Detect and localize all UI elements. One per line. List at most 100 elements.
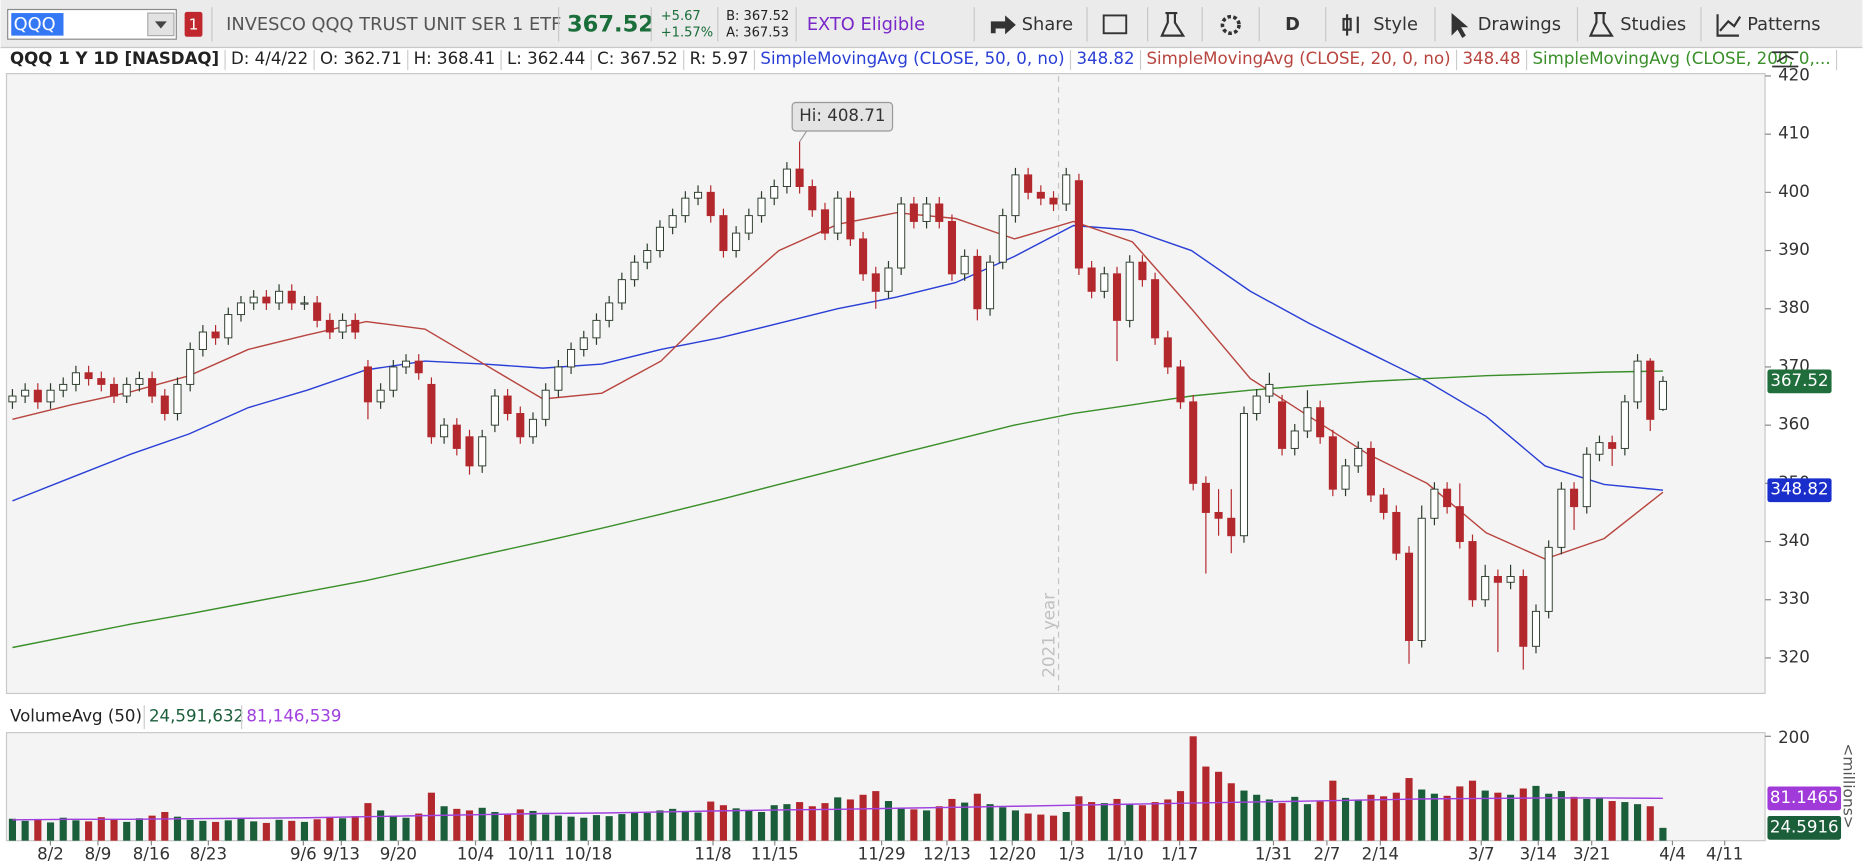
x-tick-label: 9/13 (323, 844, 360, 863)
candle-body (1531, 610, 1541, 647)
candle-body (1392, 511, 1401, 554)
volume-bar (732, 808, 740, 841)
volume-bar (1024, 813, 1032, 841)
volume-bar (1367, 794, 1375, 841)
studies-button[interactable]: Studies (1620, 14, 1686, 35)
candle-body (947, 220, 956, 275)
price-badge-label: 367.52 (1770, 371, 1828, 390)
candle-body (186, 349, 195, 385)
volume-badge (1767, 786, 1842, 811)
candle-body (1138, 261, 1147, 281)
candle-body (1595, 442, 1604, 455)
volume-bar (1011, 810, 1020, 841)
volume-header (6, 702, 339, 732)
candle-body (1303, 407, 1312, 432)
candle-body (973, 255, 982, 310)
volume-bar (618, 814, 626, 841)
candle-body (363, 366, 372, 403)
share-button[interactable]: Share (1022, 14, 1073, 35)
candle-body (440, 424, 449, 438)
volume-bar (338, 818, 347, 841)
drawings-button[interactable]: Drawings (1478, 14, 1561, 35)
x-tick-label: 3/14 (1520, 844, 1557, 863)
volume-bar (427, 792, 435, 841)
candle-body (313, 302, 322, 321)
candle-body (998, 215, 1007, 263)
candle-body (109, 383, 119, 397)
y-tick-label: 380 (1778, 298, 1810, 317)
patterns-button[interactable]: Patterns (1747, 14, 1820, 35)
volume-bar (884, 801, 893, 841)
period-button[interactable]: D (1285, 14, 1300, 35)
candle-body (1252, 395, 1261, 414)
volume-bar (34, 819, 42, 841)
volume-bar (237, 818, 245, 841)
volume-bar (935, 806, 943, 841)
moving-average (12, 370, 1663, 649)
candle-body (325, 319, 334, 333)
volume-study: VolumeAvg (50) (10, 707, 142, 726)
candle-body (605, 302, 614, 321)
candle-body (1074, 180, 1083, 269)
volume-bar (161, 811, 169, 841)
candle-body (97, 378, 106, 385)
volume-bar (1062, 811, 1070, 841)
volume-bar (1189, 736, 1197, 841)
volume-bar (1405, 778, 1413, 841)
volume-bar (250, 821, 258, 841)
candle-body (643, 250, 652, 263)
candle-body (909, 203, 918, 222)
volume-bar (1176, 791, 1185, 841)
candle-body (46, 389, 55, 403)
candle-body (744, 215, 753, 234)
candle-body (427, 383, 436, 438)
alert-badge[interactable] (184, 11, 203, 37)
candle-body (808, 186, 817, 211)
volume-bar (389, 815, 397, 841)
info-item: QQQ 1 Y 1D [NASDAQ] (10, 49, 219, 68)
volume-bar (275, 819, 283, 841)
volume-bar (567, 816, 575, 841)
volume-average: 81,146,539 (246, 707, 341, 726)
style-icon (1342, 14, 1359, 36)
x-tick-label: 2/14 (1362, 844, 1399, 863)
volume-bar (1215, 771, 1223, 841)
candle-body (541, 389, 550, 420)
candle-body (1570, 488, 1579, 508)
candle-body (59, 383, 68, 391)
info-item: R: 5.97 (690, 49, 749, 68)
volume-bar (1164, 799, 1172, 841)
candle-body (414, 360, 423, 374)
x-tick-label: 4/11 (1706, 844, 1743, 863)
candle-body (1620, 401, 1629, 449)
volume-bar (46, 822, 55, 841)
y-tick-label: 320 (1778, 647, 1810, 666)
candle-body (1049, 197, 1058, 205)
volume-bar (1240, 790, 1248, 841)
dropdown-arrow (154, 21, 167, 29)
flask-button[interactable] (1160, 11, 1186, 37)
candle-body (1379, 494, 1388, 513)
candle-body (1011, 174, 1020, 217)
candle-body (782, 168, 791, 188)
volume-bar (948, 798, 956, 841)
x-tick-label: 8/2 (37, 844, 64, 863)
candle-body (871, 273, 880, 292)
volume-plot: 200 81.1465 24.5916 (8, 728, 1842, 841)
candle-body (198, 331, 207, 350)
volume-bar (85, 821, 93, 841)
candle-body (71, 372, 80, 385)
screenshot-button[interactable] (1102, 14, 1128, 35)
x-tick-label: 8/16 (133, 844, 170, 863)
symbol-text[interactable]: QQQ (14, 14, 56, 35)
info-bar (5, 48, 1763, 72)
exto-badge[interactable]: EXTO Eligible (807, 14, 925, 35)
expand-icon[interactable] (1772, 51, 1799, 68)
candle-body (1151, 279, 1160, 339)
candle-body (554, 366, 563, 391)
volume-bar (212, 821, 220, 841)
candle-body (8, 395, 17, 403)
settings-button[interactable] (1220, 14, 1241, 36)
style-button[interactable]: Style (1373, 14, 1418, 35)
